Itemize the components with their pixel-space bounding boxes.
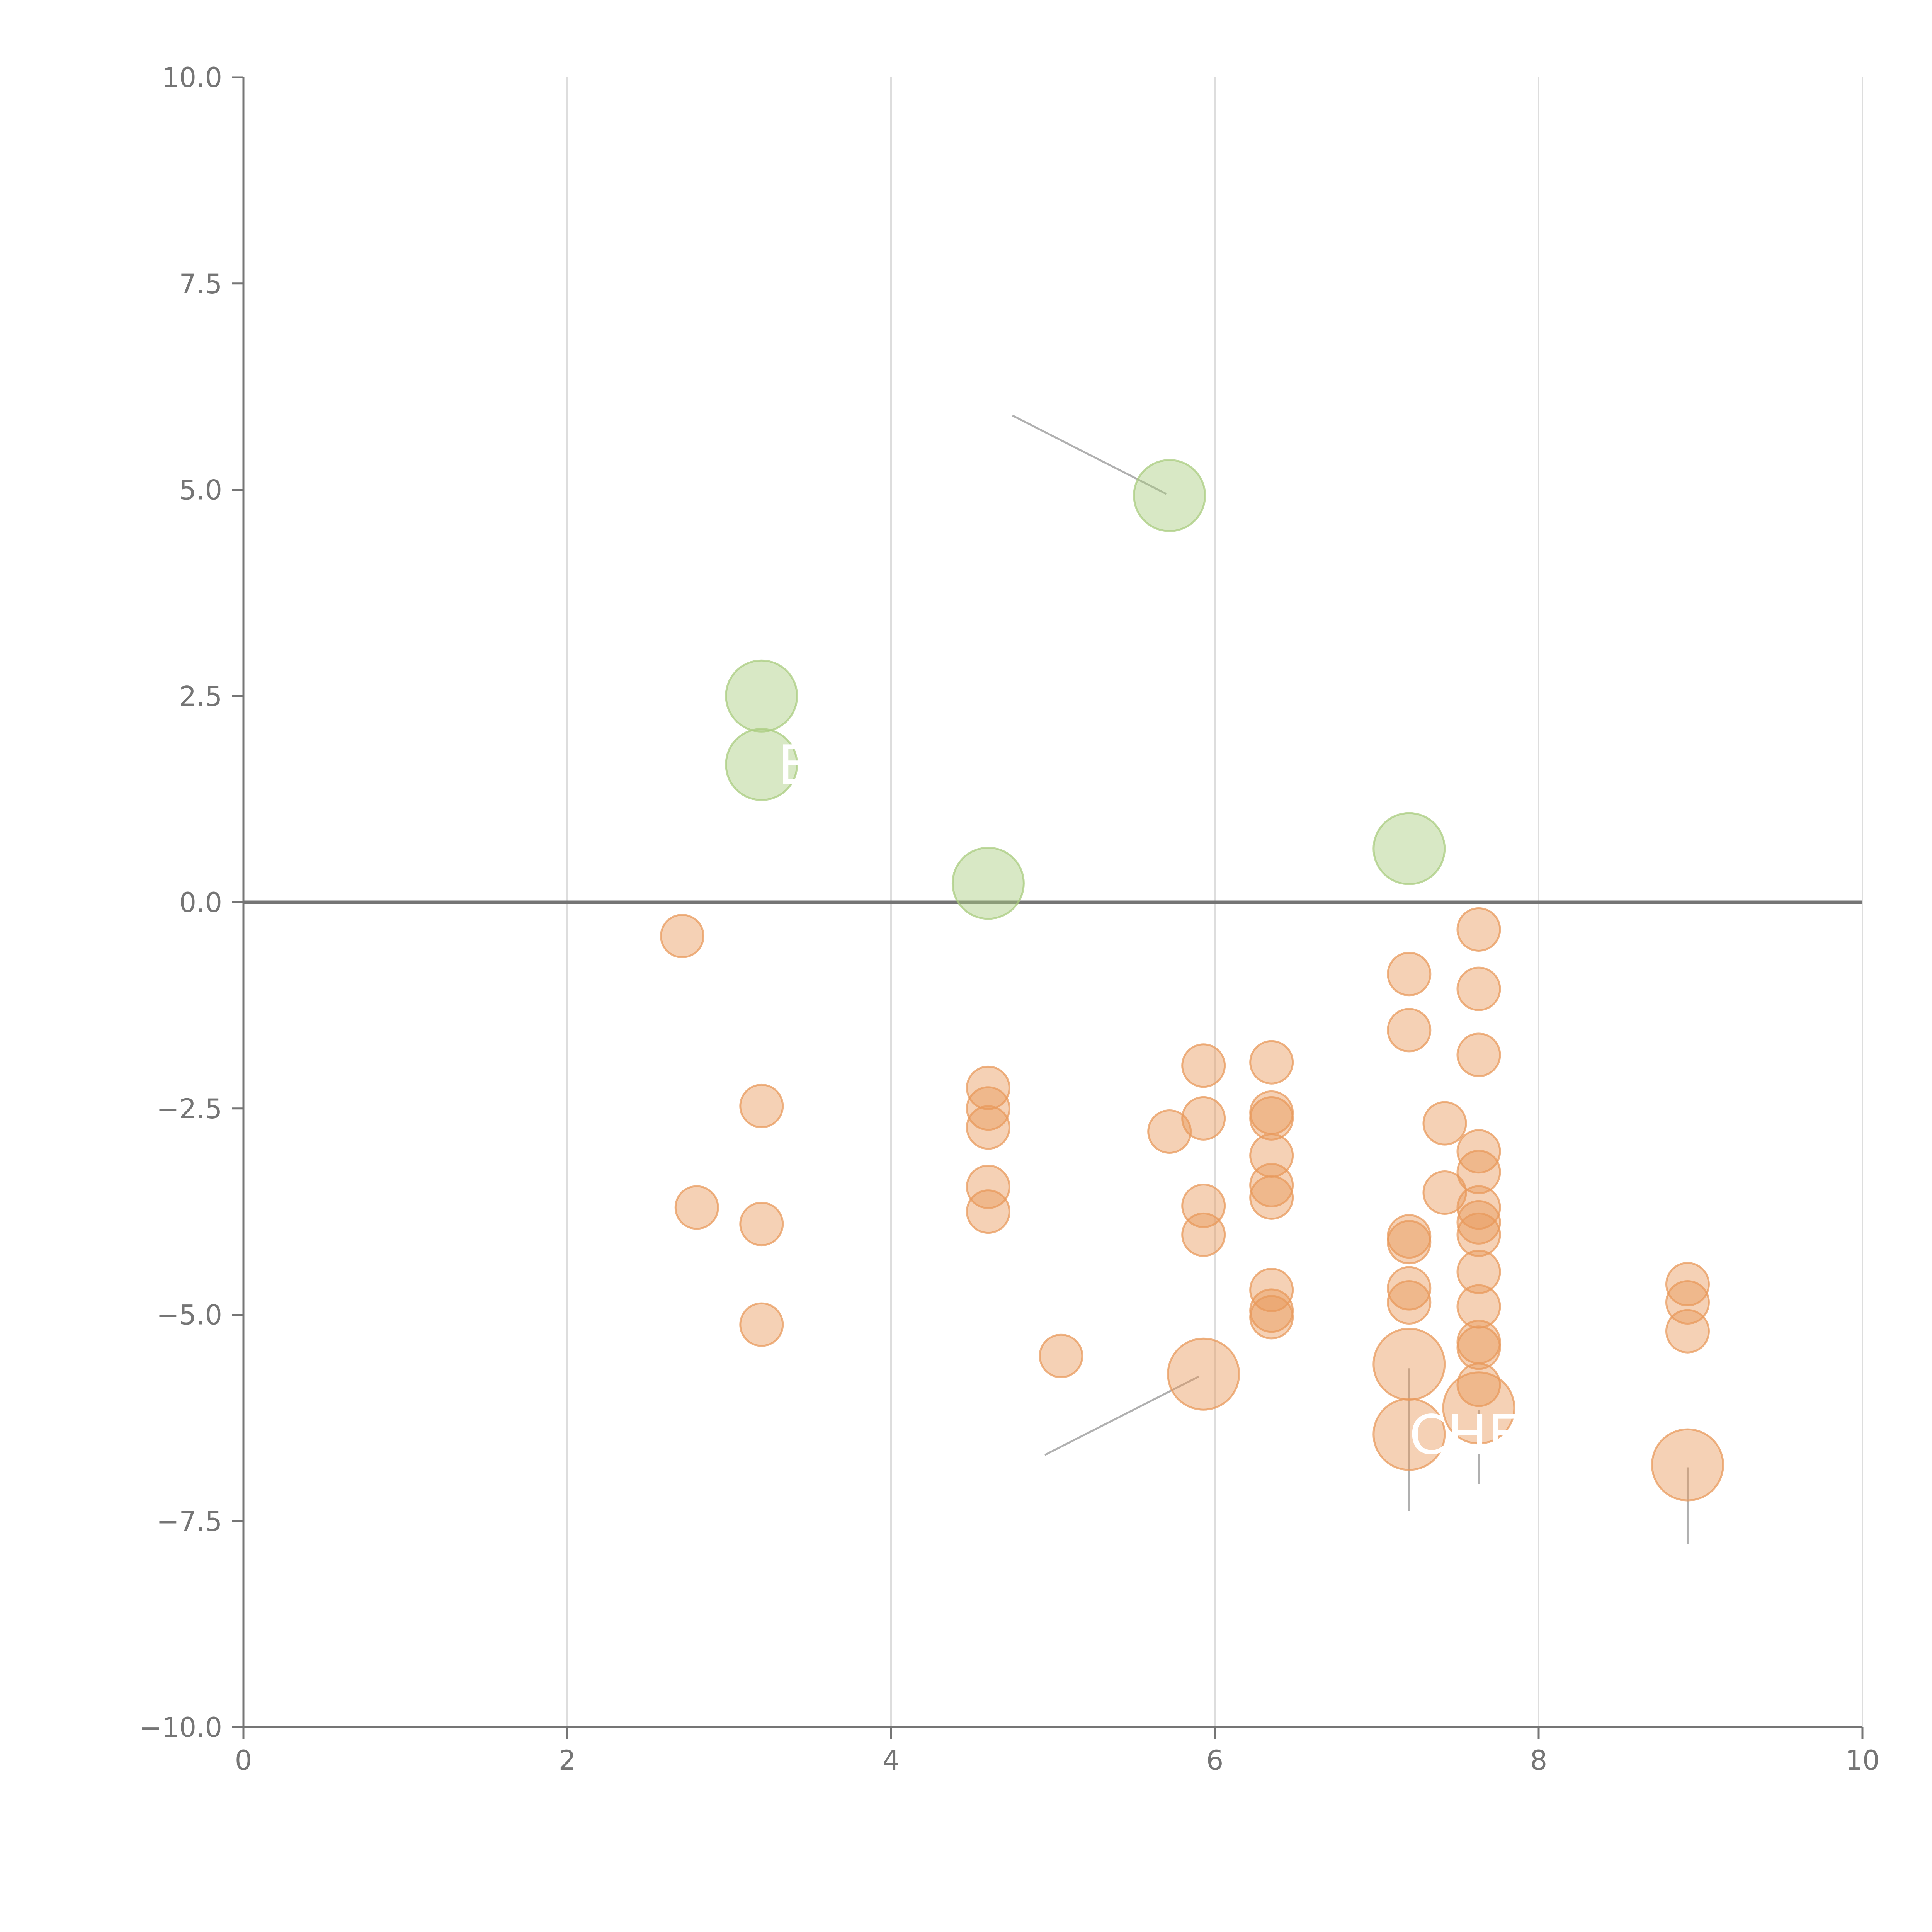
data-point [1372, 1398, 1446, 1471]
data-point [1249, 1295, 1294, 1340]
data-point [1456, 1032, 1501, 1077]
data-point [1181, 1212, 1226, 1257]
y-tick-label: −5.0 [156, 1299, 222, 1331]
data-point [1456, 1249, 1501, 1294]
data-point [1456, 907, 1501, 952]
data-point [1665, 1309, 1710, 1354]
data-point [725, 659, 798, 733]
data-point [1387, 1280, 1432, 1325]
data-point [1249, 1163, 1294, 1208]
x-tick-label: 6 [1206, 1745, 1224, 1776]
data-point [1387, 1008, 1432, 1053]
annotations: E CHE [778, 734, 1522, 1467]
data-point [1456, 1284, 1501, 1329]
data-point [725, 728, 798, 801]
data-point [1181, 1043, 1226, 1088]
y-tick-label: 2.5 [179, 680, 222, 712]
data-point [966, 1105, 1010, 1150]
data-point [1651, 1428, 1724, 1502]
data-point [1422, 1101, 1467, 1146]
annotation-label: CHE [1409, 1404, 1522, 1467]
data-point [966, 1165, 1010, 1209]
y-tick-label: −7.5 [156, 1505, 222, 1537]
data-point [1456, 966, 1501, 1011]
data-point [951, 847, 1025, 920]
leader-lines [1012, 415, 1689, 1544]
x-tick-label: 4 [883, 1745, 900, 1776]
y-tick-label: −2.5 [156, 1093, 222, 1125]
data-point [660, 914, 704, 959]
x-tick-label: 0 [235, 1745, 252, 1776]
y-tick-label: 10.0 [162, 62, 222, 94]
y-tick-label: 5.0 [179, 474, 222, 506]
data-point [1422, 1170, 1467, 1215]
data-point [674, 1185, 719, 1230]
data-points [660, 459, 1724, 1502]
data-point [1372, 1328, 1446, 1401]
data-point [1147, 1109, 1192, 1154]
data-point [1387, 1266, 1432, 1311]
x-tick-label: 8 [1530, 1745, 1548, 1776]
data-point [1249, 1096, 1294, 1141]
data-point [1181, 1096, 1226, 1141]
axes: 0 2 4 6 8 10 10.0 7.5 5.0 2.5 0.0 −2.5 −5.0 −7.5 −10.0 [139, 62, 1879, 1776]
data-point [739, 1083, 784, 1128]
data-point [739, 1202, 784, 1247]
data-point [1456, 1200, 1501, 1245]
data-point [1665, 1262, 1710, 1307]
y-tick-label: 0.0 [179, 887, 222, 918]
data-point [1442, 1371, 1515, 1445]
leader-line [1012, 415, 1167, 495]
data-point [966, 1189, 1010, 1234]
x-tick-label: 10 [1845, 1745, 1879, 1776]
data-point [1387, 952, 1432, 997]
data-point [1456, 1185, 1501, 1230]
x-tick-label: 2 [559, 1745, 576, 1776]
data-point [1456, 1212, 1501, 1257]
leader-line [1044, 1376, 1199, 1456]
data-point [1167, 1337, 1240, 1411]
data-point [1456, 1325, 1501, 1370]
data-point [1133, 459, 1206, 532]
data-point [1387, 1220, 1432, 1265]
data-point [1372, 812, 1446, 885]
data-point [1249, 1040, 1294, 1085]
data-point [1249, 1288, 1294, 1333]
y-tick-label: −10.0 [139, 1712, 222, 1743]
data-point [1456, 1150, 1501, 1194]
annotation-label: E [778, 734, 812, 797]
y-tick-label: 7.5 [179, 268, 222, 300]
data-point [739, 1302, 784, 1347]
data-point [1249, 1175, 1294, 1220]
data-point [966, 1086, 1010, 1131]
data-point [1039, 1333, 1083, 1378]
